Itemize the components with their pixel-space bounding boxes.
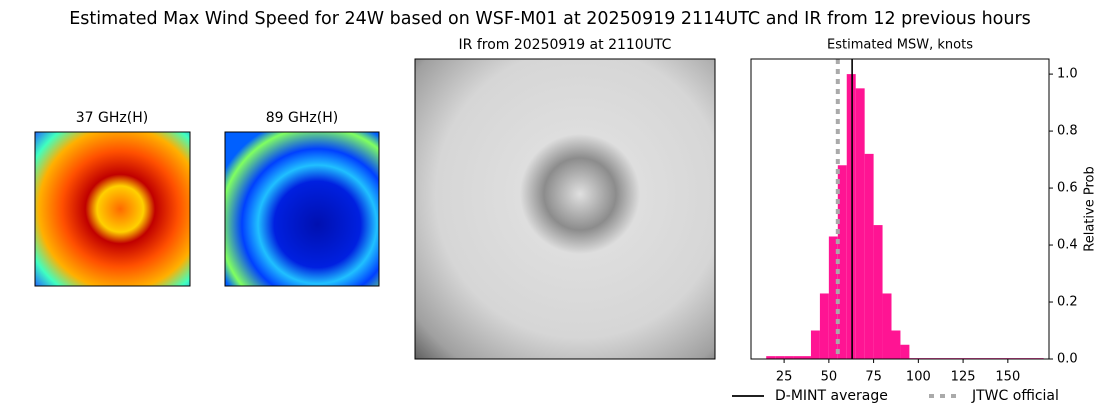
x-tick-label: 50 <box>821 370 838 385</box>
figure-title: Estimated Max Wind Speed for 24W based o… <box>69 9 1031 29</box>
legend-label: D-MINT average <box>775 388 888 404</box>
bar <box>837 165 847 359</box>
y-tick-label: 0.6 <box>1057 181 1078 196</box>
bar <box>766 356 776 359</box>
panel-title: 37 GHz(H) <box>76 110 148 126</box>
bar <box>828 236 838 359</box>
bar <box>802 356 811 359</box>
y-tick-label: 0.0 <box>1057 352 1078 367</box>
panel-title: IR from 20250919 at 2110UTC <box>459 37 672 53</box>
x-tick-label: 25 <box>776 370 793 385</box>
y-tick-label: 0.8 <box>1057 124 1078 139</box>
image-37ghz <box>34 131 191 287</box>
bar <box>864 153 874 359</box>
bar <box>900 344 910 359</box>
x-tick-label: 100 <box>906 370 931 385</box>
bar <box>793 356 803 359</box>
bar <box>855 88 865 359</box>
bar <box>775 356 785 359</box>
bar <box>891 330 901 359</box>
x-tick-label: 150 <box>995 370 1020 385</box>
image-89ghz <box>224 131 380 287</box>
bar <box>810 330 820 359</box>
chart-title: Estimated MSW, knots <box>827 38 973 53</box>
image-ir <box>414 58 716 360</box>
bar <box>784 356 794 359</box>
bar <box>846 74 856 359</box>
panel-title: 89 GHz(H) <box>266 110 338 126</box>
y-tick-label: 0.2 <box>1057 295 1078 310</box>
bar <box>873 225 883 359</box>
bar <box>882 293 892 359</box>
y-axis-label: Relative Prob <box>1083 166 1098 251</box>
x-tick-label: 75 <box>865 370 882 385</box>
x-tick-label: 125 <box>951 370 976 385</box>
plot-frame <box>750 58 1050 360</box>
legend-label: JTWC official <box>971 388 1059 404</box>
y-tick-label: 0.4 <box>1057 238 1078 253</box>
y-tick-label: 1.0 <box>1057 67 1078 82</box>
bar <box>819 293 829 359</box>
